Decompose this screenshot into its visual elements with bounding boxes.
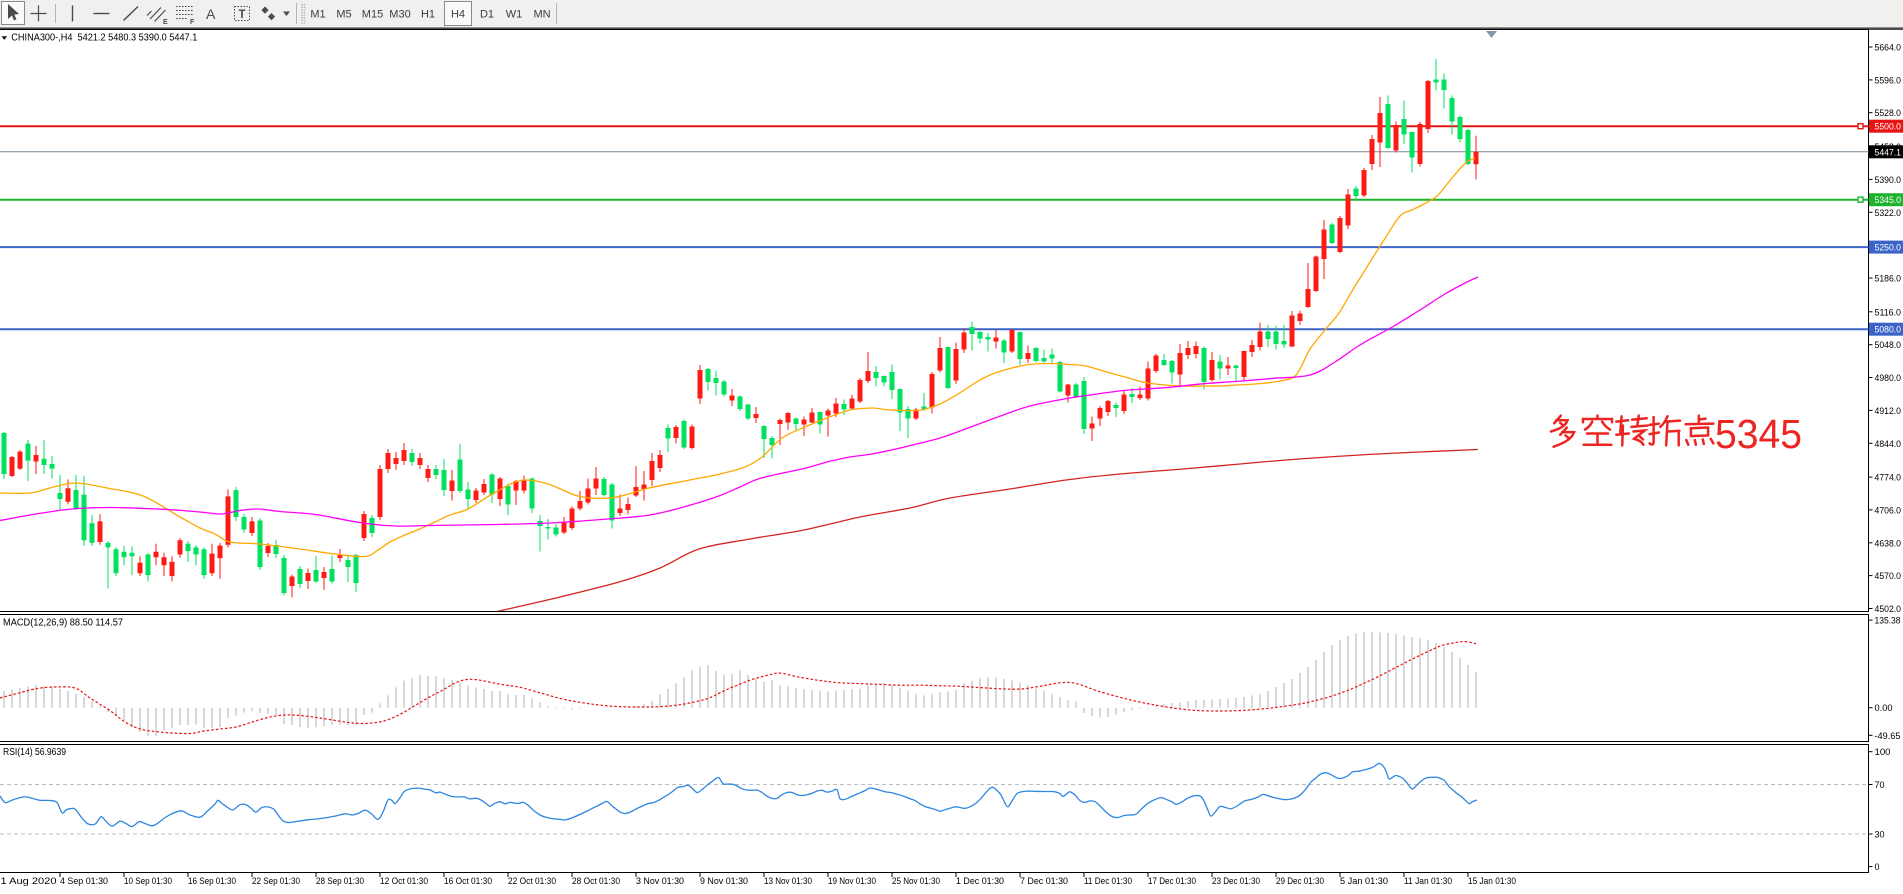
svg-text:9 Nov 01:30: 9 Nov 01:30 bbox=[700, 876, 748, 887]
svg-text:17 Dec 01:30: 17 Dec 01:30 bbox=[1148, 876, 1196, 887]
svg-text:70: 70 bbox=[1875, 780, 1885, 790]
svg-text:4502.0: 4502.0 bbox=[1875, 604, 1902, 614]
svg-text:M1: M1 bbox=[310, 9, 325, 21]
svg-text:5116.0: 5116.0 bbox=[1875, 307, 1902, 317]
svg-text:1 Aug 2020: 1 Aug 2020 bbox=[1, 876, 57, 887]
svg-text:5048.0: 5048.0 bbox=[1875, 340, 1902, 350]
svg-text:-49.65: -49.65 bbox=[1875, 731, 1901, 741]
svg-text:5528.0: 5528.0 bbox=[1875, 108, 1902, 118]
svg-text:1 Dec 01:30: 1 Dec 01:30 bbox=[956, 876, 1004, 887]
svg-text:5345.0: 5345.0 bbox=[1875, 195, 1902, 205]
svg-text:H1: H1 bbox=[421, 9, 435, 21]
svg-text:15 Jan 01:30: 15 Jan 01:30 bbox=[1468, 876, 1516, 887]
svg-text:4844.0: 4844.0 bbox=[1875, 439, 1902, 449]
svg-text:MN: MN bbox=[533, 9, 550, 21]
svg-text:19 Nov 01:30: 19 Nov 01:30 bbox=[828, 876, 876, 887]
svg-text:M30: M30 bbox=[389, 9, 410, 21]
svg-text:7 Dec 01:30: 7 Dec 01:30 bbox=[1020, 876, 1068, 887]
svg-text:5664.0: 5664.0 bbox=[1875, 43, 1902, 53]
svg-text:H4: H4 bbox=[451, 9, 465, 21]
svg-text:M15: M15 bbox=[362, 9, 383, 21]
svg-text:A: A bbox=[206, 6, 216, 22]
svg-text:5322.0: 5322.0 bbox=[1875, 208, 1902, 218]
svg-text:5345: 5345 bbox=[1715, 411, 1802, 457]
svg-text:16 Sep 01:30: 16 Sep 01:30 bbox=[188, 876, 236, 887]
svg-text:W1: W1 bbox=[506, 9, 523, 21]
svg-text:22 Sep 01:30: 22 Sep 01:30 bbox=[252, 876, 300, 887]
svg-text:0.00: 0.00 bbox=[1875, 703, 1893, 713]
svg-text:5596.0: 5596.0 bbox=[1875, 75, 1902, 85]
svg-text:0: 0 bbox=[1875, 862, 1880, 872]
svg-text:4570.0: 4570.0 bbox=[1875, 571, 1902, 581]
svg-text:30: 30 bbox=[1875, 830, 1885, 840]
svg-text:4 Sep 01:30: 4 Sep 01:30 bbox=[60, 876, 108, 887]
svg-text:25 Nov 01:30: 25 Nov 01:30 bbox=[892, 876, 940, 887]
svg-text:13 Nov 01:30: 13 Nov 01:30 bbox=[764, 876, 812, 887]
svg-text:4774.0: 4774.0 bbox=[1875, 473, 1902, 483]
svg-text:RSI(14) 56.9639: RSI(14) 56.9639 bbox=[3, 747, 66, 758]
svg-text:11 Dec 01:30: 11 Dec 01:30 bbox=[1084, 876, 1132, 887]
svg-text:100: 100 bbox=[1875, 747, 1891, 757]
svg-text:135.38: 135.38 bbox=[1875, 616, 1901, 626]
svg-text:CHINA300-,H4 5421.2 5480.3 53: CHINA300-,H4 5421.2 5480.3 5390.0 5447.1 bbox=[11, 32, 197, 43]
svg-text:10 Sep 01:30: 10 Sep 01:30 bbox=[124, 876, 172, 887]
svg-text:D1: D1 bbox=[480, 9, 494, 21]
svg-text:5447.1: 5447.1 bbox=[1875, 147, 1902, 157]
svg-text:5390.0: 5390.0 bbox=[1875, 175, 1902, 185]
svg-text:4638.0: 4638.0 bbox=[1875, 538, 1902, 548]
svg-text:3 Nov 01:30: 3 Nov 01:30 bbox=[636, 876, 684, 887]
svg-text:5186.0: 5186.0 bbox=[1875, 274, 1902, 284]
svg-text:4912.0: 4912.0 bbox=[1875, 406, 1902, 416]
svg-text:5250.0: 5250.0 bbox=[1875, 243, 1902, 253]
svg-text:E: E bbox=[163, 19, 168, 26]
svg-text:12 Oct 01:30: 12 Oct 01:30 bbox=[380, 876, 428, 887]
svg-text:23 Dec 01:30: 23 Dec 01:30 bbox=[1212, 876, 1260, 887]
svg-text:5 Jan 01:30: 5 Jan 01:30 bbox=[1340, 876, 1388, 887]
svg-text:5500.0: 5500.0 bbox=[1875, 122, 1902, 132]
svg-text:28 Sep 01:30: 28 Sep 01:30 bbox=[316, 876, 364, 887]
svg-text:22 Oct 01:30: 22 Oct 01:30 bbox=[508, 876, 556, 887]
svg-text:T: T bbox=[239, 9, 246, 21]
svg-text:28 Oct 01:30: 28 Oct 01:30 bbox=[572, 876, 620, 887]
svg-text:F: F bbox=[190, 19, 195, 26]
svg-text:29 Dec 01:30: 29 Dec 01:30 bbox=[1276, 876, 1324, 887]
svg-text:4706.0: 4706.0 bbox=[1875, 505, 1902, 515]
svg-text:MACD(12,26,9) 88.50 114.57: MACD(12,26,9) 88.50 114.57 bbox=[3, 618, 123, 629]
svg-text:4980.0: 4980.0 bbox=[1875, 373, 1902, 383]
svg-text:5080.0: 5080.0 bbox=[1875, 325, 1902, 335]
svg-text:11 Jan 01:30: 11 Jan 01:30 bbox=[1404, 876, 1452, 887]
svg-text:16 Oct 01:30: 16 Oct 01:30 bbox=[444, 876, 492, 887]
svg-text:M5: M5 bbox=[336, 9, 351, 21]
